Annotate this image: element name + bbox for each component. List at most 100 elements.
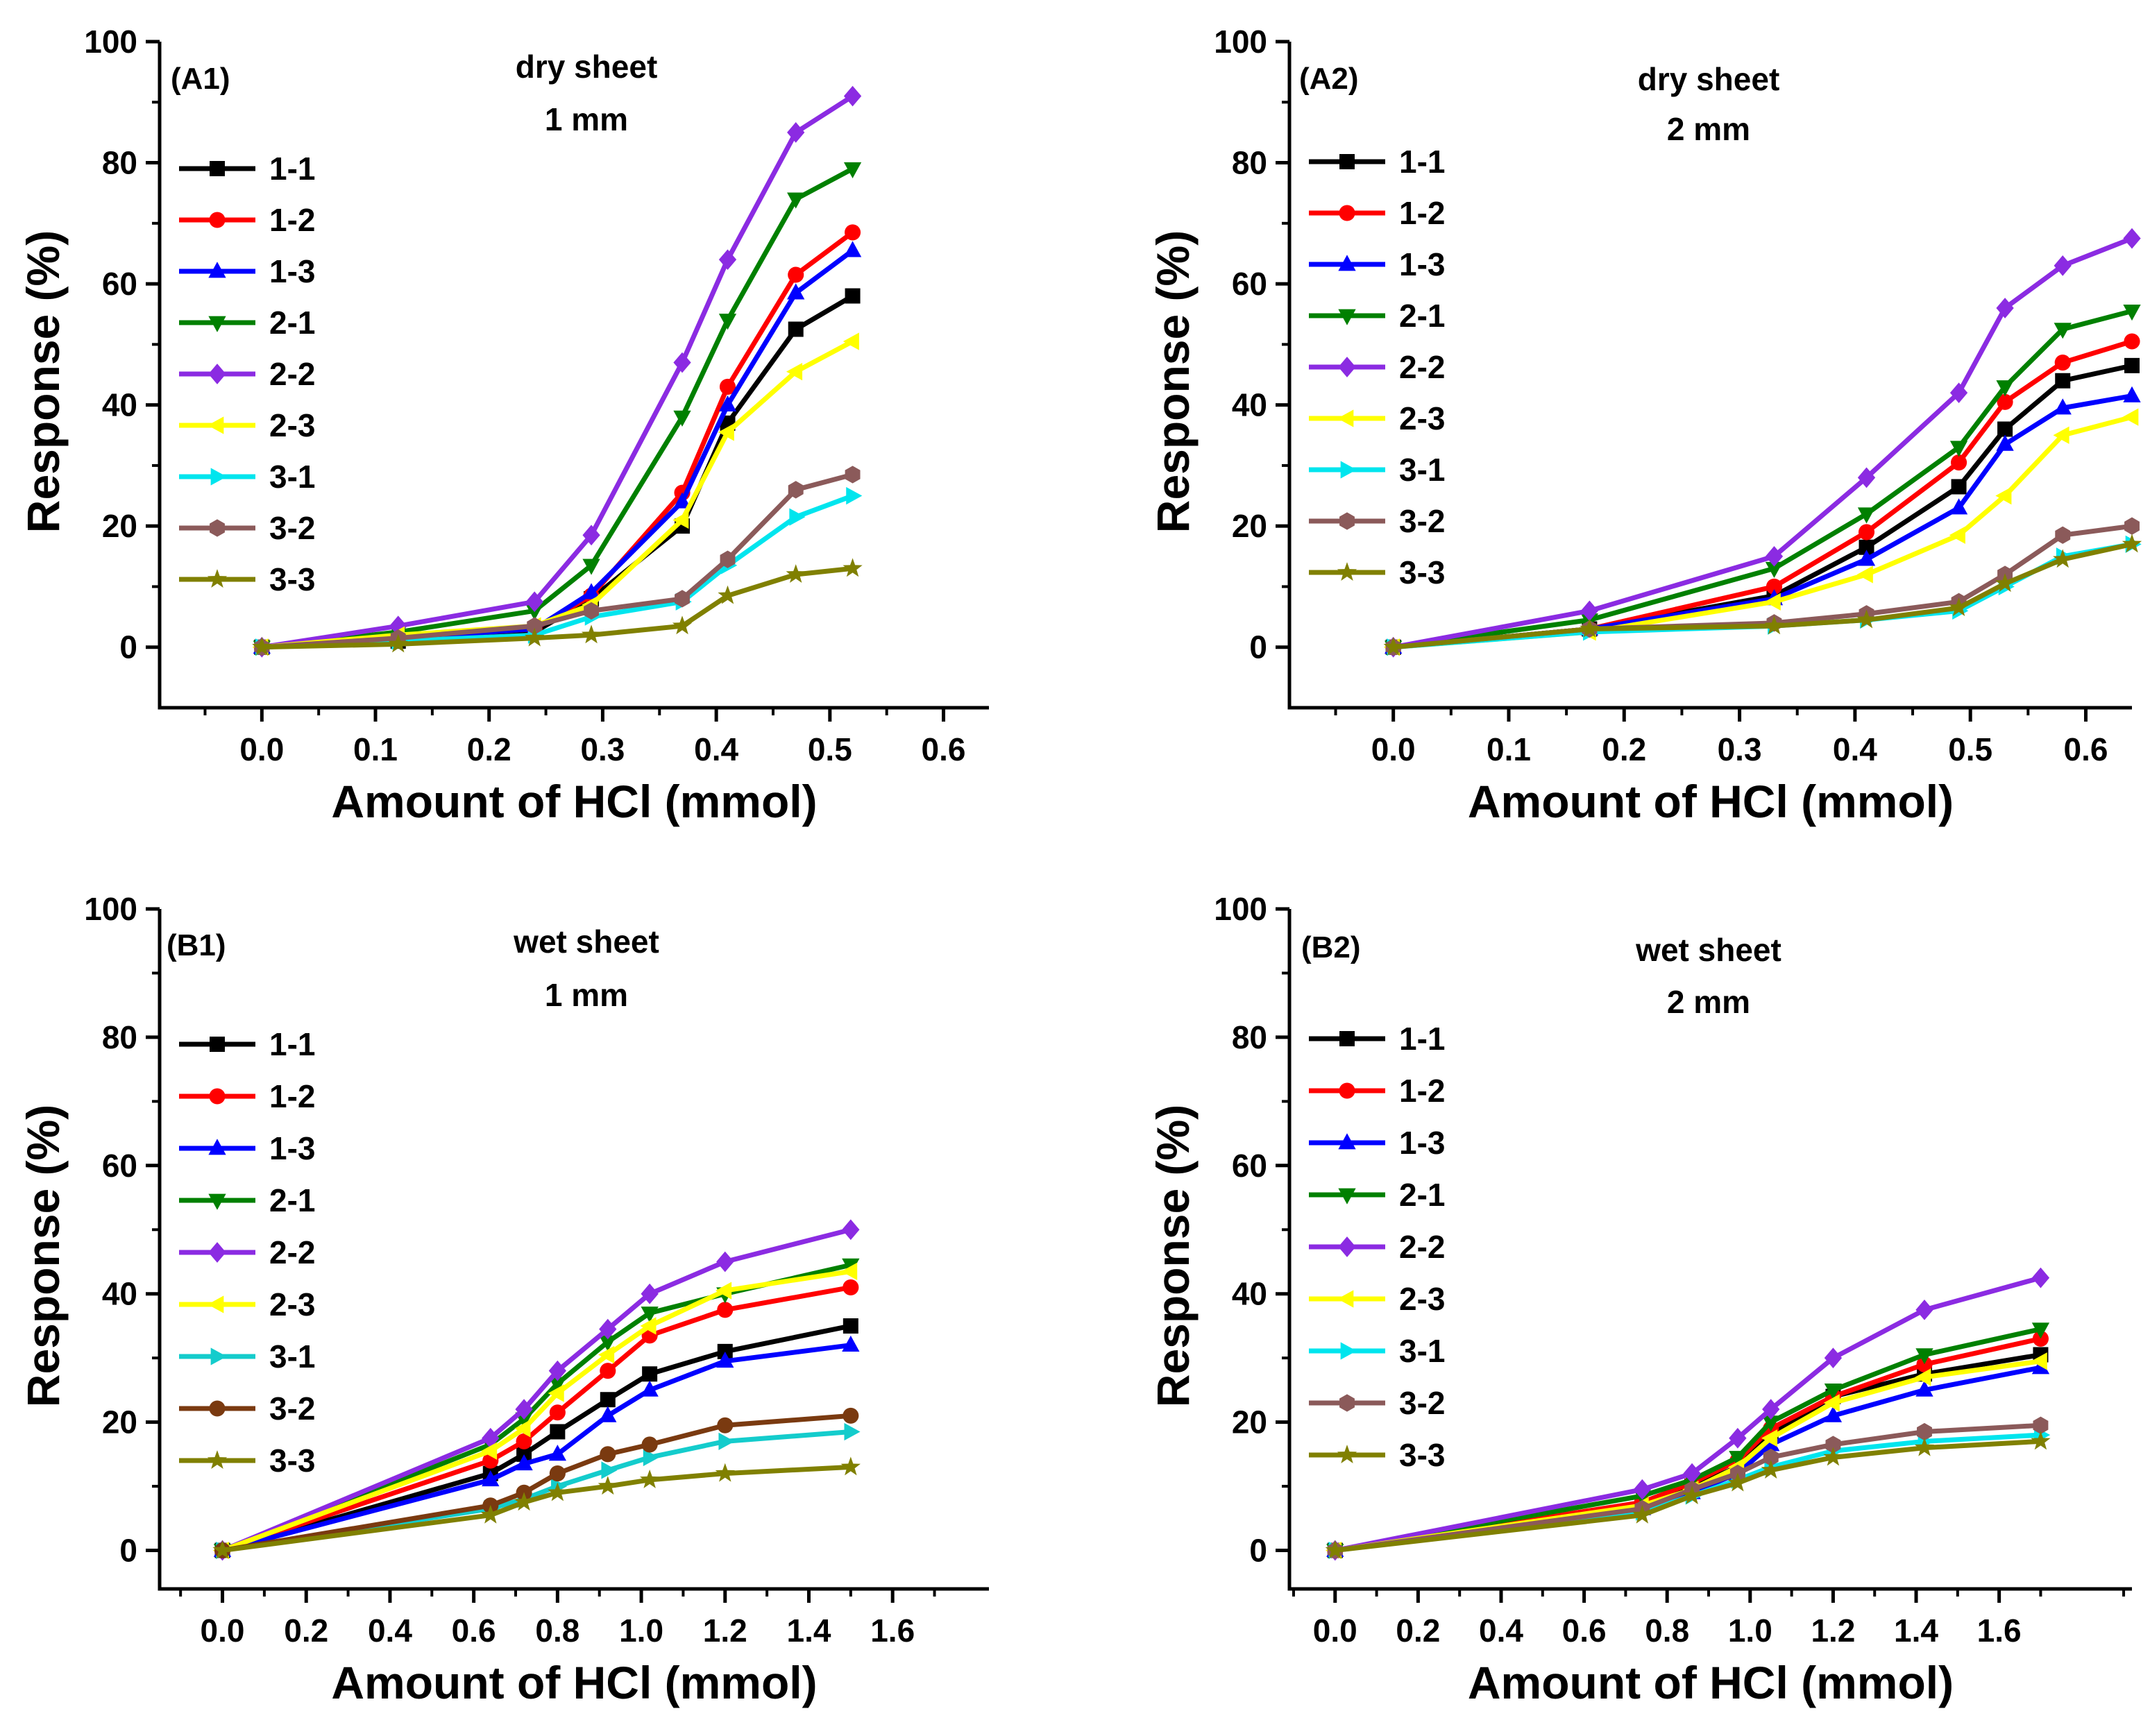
data-point-1-1 bbox=[516, 1446, 532, 1462]
axes-frame bbox=[158, 42, 989, 710]
data-point-2-1 bbox=[1729, 1451, 1747, 1467]
legend-marker-3-2 bbox=[1339, 1394, 1355, 1412]
data-point-2-1 bbox=[599, 1335, 617, 1352]
axes-frame bbox=[1287, 909, 2132, 1591]
legend-item-1-2: 1-2 bbox=[1309, 1073, 1445, 1109]
legend: 1-1 1-2 1-3 2-1 2-2 2-3 3-1 3-2 3-3 bbox=[179, 1026, 315, 1479]
legend-label: 1-2 bbox=[269, 202, 315, 238]
x-tick-label: 0.0 bbox=[1371, 731, 1416, 767]
y-tick-label: 80 bbox=[1232, 145, 1267, 181]
series-line-3-3 bbox=[262, 565, 853, 650]
x-tick-label: 0.0 bbox=[239, 731, 284, 767]
legend-marker-1-2 bbox=[209, 212, 226, 228]
data-point-3-2 bbox=[2033, 1416, 2049, 1434]
series-3-2 bbox=[214, 1407, 859, 1559]
data-point-2-1 bbox=[1824, 1384, 1843, 1400]
legend-item-2-1: 2-1 bbox=[1309, 298, 1445, 334]
y-tick-label: 100 bbox=[1214, 24, 1267, 60]
data-point-3-1 bbox=[718, 1432, 735, 1451]
data-point-2-3 bbox=[640, 1317, 657, 1335]
y-tick-label: 60 bbox=[1232, 1148, 1267, 1184]
legend-label: 1-3 bbox=[269, 1130, 315, 1166]
panel-label: (A2) bbox=[1299, 62, 1359, 96]
series-line-2-1 bbox=[1335, 1327, 2042, 1553]
data-point-1-1 bbox=[1859, 539, 1874, 555]
y-axis-title: Response (%) bbox=[1147, 230, 1199, 533]
legend-label: 1-2 bbox=[1399, 195, 1445, 231]
data-point-3-3 bbox=[2122, 534, 2142, 553]
data-point-2-1 bbox=[1765, 561, 1784, 579]
series-line-2-3 bbox=[262, 339, 854, 650]
data-point-2-3 bbox=[1761, 1429, 1778, 1447]
series-line-3-1 bbox=[262, 493, 854, 650]
y-tick-label: 80 bbox=[1232, 1019, 1267, 1055]
data-point-1-1 bbox=[717, 1343, 733, 1359]
legend-label: 3-2 bbox=[269, 510, 315, 546]
legend-item-3-2: 3-2 bbox=[1309, 1385, 1445, 1421]
chart-panel-a1: 0 20 40 60 80 100 0.0 0.1 0.2 0.3 0.4 0.5 0.6 Amount … bbox=[17, 24, 989, 827]
legend-marker-1-3 bbox=[208, 1139, 226, 1155]
y-tick-label: 40 bbox=[102, 387, 137, 423]
legend-marker-3-1 bbox=[210, 1347, 227, 1365]
series-line-3-2 bbox=[262, 472, 854, 650]
legend-label: 1-1 bbox=[1399, 144, 1445, 180]
data-point-1-3 bbox=[482, 1470, 500, 1487]
x-tick-label: 0.6 bbox=[2064, 731, 2108, 767]
legend-label: 2-1 bbox=[1399, 298, 1445, 334]
data-point-2-2 bbox=[1580, 600, 1599, 622]
data-point-2-3 bbox=[1856, 565, 1873, 584]
legend-label: 2-2 bbox=[1399, 1229, 1445, 1265]
x-axis-title: Amount of HCl (mmol) bbox=[331, 776, 817, 827]
series-3-3 bbox=[1325, 1431, 2051, 1559]
x-tick-label: 0.4 bbox=[1479, 1612, 1523, 1649]
data-point-2-3 bbox=[1995, 486, 2012, 505]
y-tick-label: 20 bbox=[102, 1404, 137, 1440]
chart-subtitle-line-1: wet sheet bbox=[1635, 932, 1781, 968]
data-point-2-3 bbox=[843, 332, 859, 350]
x-tick-label: 0.1 bbox=[1487, 731, 1531, 767]
series-2-2 bbox=[1385, 228, 2141, 658]
legend-item-1-1: 1-1 bbox=[1309, 1021, 1445, 1057]
data-point-2-1 bbox=[673, 410, 691, 427]
series-3-3 bbox=[1383, 534, 2142, 656]
data-point-1-3 bbox=[2123, 386, 2141, 402]
axes-frame bbox=[158, 909, 989, 1591]
data-point-2-2 bbox=[548, 1360, 567, 1381]
x-tick-label: 0.4 bbox=[694, 731, 738, 767]
data-point-3-2 bbox=[600, 1446, 616, 1463]
data-point-3-3 bbox=[715, 1463, 735, 1482]
data-point-2-2 bbox=[673, 352, 691, 373]
series-line-2-1 bbox=[261, 167, 854, 650]
legend-marker-3-3 bbox=[1337, 562, 1357, 581]
legend-marker-3-1 bbox=[210, 468, 227, 486]
legend-marker-1-1 bbox=[210, 161, 225, 176]
series-line-1-2 bbox=[1335, 1336, 2042, 1553]
legend-item-3-1: 3-1 bbox=[179, 459, 315, 495]
legend-item-1-2: 1-2 bbox=[1309, 195, 1445, 231]
data-point-3-3 bbox=[718, 585, 738, 604]
data-point-3-2 bbox=[845, 466, 861, 484]
y-tick-label: 40 bbox=[1232, 387, 1267, 423]
legend-label: 2-1 bbox=[1399, 1177, 1445, 1213]
series-1-3 bbox=[1385, 386, 2141, 654]
data-point-2-1 bbox=[641, 1307, 659, 1323]
y-tick-label: 20 bbox=[1232, 508, 1267, 544]
data-point-2-3 bbox=[786, 362, 803, 381]
data-point-1-3 bbox=[641, 1380, 659, 1397]
legend-item-1-3: 1-3 bbox=[179, 253, 315, 289]
chart-panel-b2: 0 20 40 60 80 100 0.0 0.2 0.4 0.6 0.8 1.0 1.2 1.4 1.6 A… bbox=[1147, 891, 2132, 1708]
legend-label: 3-3 bbox=[1399, 1437, 1445, 1473]
data-point-1-3 bbox=[2054, 398, 2072, 415]
legend-marker-3-2 bbox=[210, 519, 225, 537]
legend-item-1-1: 1-1 bbox=[179, 1026, 315, 1062]
data-point-3-2 bbox=[527, 617, 543, 635]
data-point-2-3 bbox=[716, 1282, 732, 1300]
data-point-3-3 bbox=[1325, 1540, 1345, 1559]
y-tick-label: 100 bbox=[84, 891, 137, 927]
data-point-2-1 bbox=[787, 192, 805, 209]
legend-item-2-2: 2-2 bbox=[179, 1234, 315, 1270]
chart-subtitle-line-2: 2 mm bbox=[1667, 984, 1750, 1020]
legend-item-1-3: 1-3 bbox=[1309, 1125, 1445, 1161]
data-point-3-2 bbox=[720, 550, 736, 568]
series-line-3-3 bbox=[1393, 541, 2133, 650]
